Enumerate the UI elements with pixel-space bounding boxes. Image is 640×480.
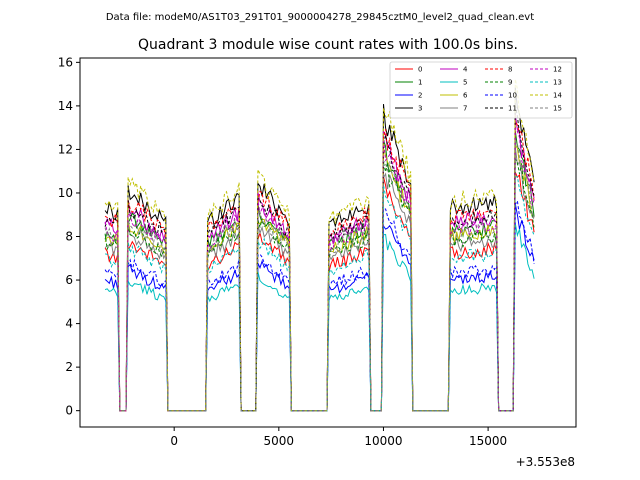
legend-label-14: 14 [553,92,562,100]
x-tick-label: 10000 [364,434,402,448]
legend-label-9: 9 [508,79,512,87]
plot-frame [79,57,577,428]
series-line-14 [104,79,535,412]
x-tick-label: 5000 [264,434,295,448]
x-tick-label: 0 [170,434,178,448]
x-offset-label: +3.553e8 [516,455,575,469]
series-line-5 [104,223,535,412]
y-tick-label: 12 [58,142,73,156]
series-line-4 [104,114,535,412]
series-line-3 [104,87,535,412]
y-tick-label: 10 [58,186,73,200]
legend-label-13: 13 [553,79,562,87]
y-tick-label: 8 [65,230,73,244]
y-tick-label: 2 [65,360,73,374]
series-line-15 [104,140,535,412]
series-line-6 [104,143,535,412]
series-line-0 [104,172,535,412]
legend-label-0: 0 [418,66,422,74]
series-line-10 [104,199,535,412]
legend-label-11: 11 [508,105,517,113]
chart-title: Quadrant 3 module wise count rates with … [138,37,518,53]
y-tick-label: 16 [58,55,73,69]
series-line-8 [104,120,535,412]
legend-label-1: 1 [418,79,422,87]
legend-label-8: 8 [508,66,512,74]
legend-label-12: 12 [553,66,562,74]
y-tick-label: 6 [65,273,73,287]
series-layer [104,79,535,412]
y-tick-label: 0 [65,404,73,418]
series-line-1 [104,130,535,412]
data-file-label: Data file: modeM0/AS1T03_291T01_90000042… [106,12,534,23]
legend-label-15: 15 [553,105,562,113]
legend-box [389,61,573,119]
x-tick-label: 15000 [469,434,507,448]
series-line-9 [104,156,535,412]
series-line-12 [104,127,535,412]
legend-label-7: 7 [463,105,467,113]
y-tick-label: 4 [65,317,73,331]
legend-label-5: 5 [463,79,467,87]
y-tick-label: 14 [58,99,73,113]
legend-label-2: 2 [418,92,422,100]
legend-label-4: 4 [463,66,468,74]
legend-label-3: 3 [418,105,422,113]
legend-label-6: 6 [463,92,468,100]
legend-label-10: 10 [508,92,517,100]
